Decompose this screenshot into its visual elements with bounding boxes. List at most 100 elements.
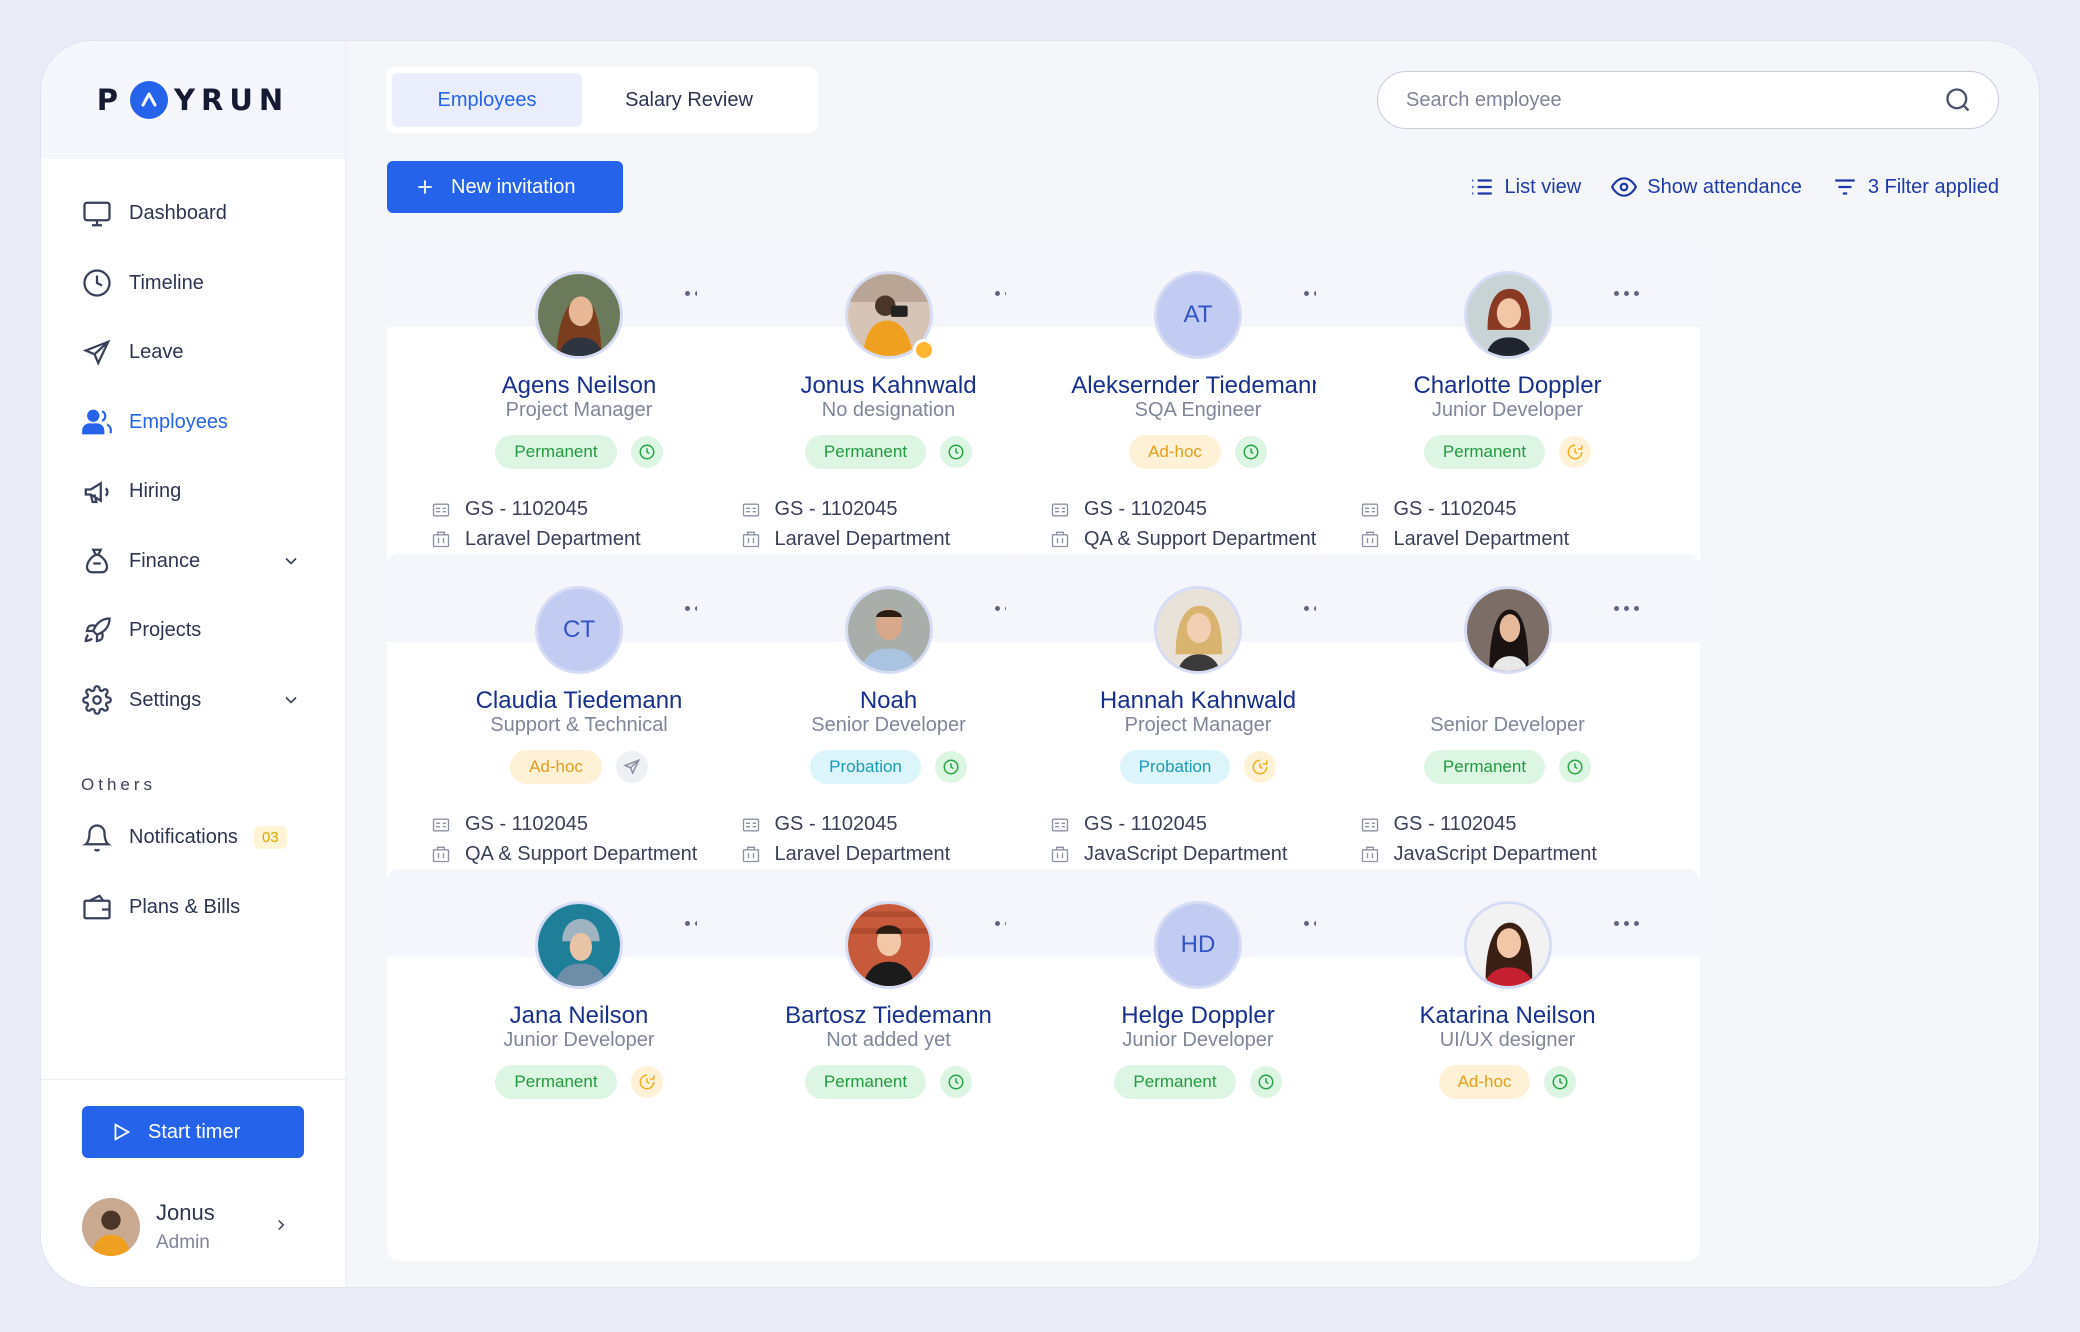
employee-grid: Agens Neilson Project Manager Permanent … <box>387 239 2003 1287</box>
id-card-icon <box>432 503 450 517</box>
eye-icon <box>1611 177 1638 197</box>
employee-card[interactable]: Katarina Neilson UI/UX designer Ad-hoc <box>1315 869 1700 1261</box>
new-invitation-label: New invitation <box>451 175 576 198</box>
employee-tags: Probation <box>697 750 1081 784</box>
employee-department: Laravel Department <box>465 527 641 550</box>
employee-tags: Ad-hoc <box>387 750 771 784</box>
department-row: Laravel Department <box>741 525 951 555</box>
employee-designation: Project Manager <box>505 399 653 421</box>
sidebar-item-plans-bills[interactable]: Plans & Bills <box>41 873 345 943</box>
status-icon <box>1559 751 1592 783</box>
sidebar-item-employees[interactable]: Employees <box>41 388 345 458</box>
employee-department: Laravel Department <box>774 527 951 550</box>
filter-button[interactable]: 3 Filter applied <box>1832 165 1999 209</box>
avatar-initials: AT <box>1183 301 1213 328</box>
sidebar-item-leave[interactable]: Leave <box>41 318 345 388</box>
list-view-button[interactable]: List view <box>1469 165 1581 209</box>
chevron-down-icon[interactable] <box>281 551 301 571</box>
employee-designation: Junior Developer <box>503 1029 655 1051</box>
monitor-icon <box>81 198 113 230</box>
employee-id: GS - 1102045 <box>774 813 898 836</box>
employee-name[interactable]: Aleksernder Tiedemann <box>1071 372 1325 399</box>
more-options-icon[interactable] <box>1613 921 1644 929</box>
employee-name[interactable]: Claudia Tiedemann <box>475 687 683 714</box>
avatar <box>844 901 933 989</box>
current-user[interactable]: Jonus Admin <box>82 1198 322 1256</box>
employee-name[interactable]: Jonus Kahnwald <box>800 372 977 399</box>
employee-id-row: GS - 1102045 <box>741 810 951 840</box>
employee-designation: Support & Technical <box>490 714 668 736</box>
chevron-down-icon[interactable] <box>281 690 301 710</box>
department-row: Laravel Department <box>431 525 641 555</box>
employee-designation: Junior Developer <box>1122 1029 1274 1051</box>
logo[interactable]: P YRUN <box>97 81 289 119</box>
status-icon <box>1244 751 1277 783</box>
wallet-icon <box>81 891 113 923</box>
sidebar-item-hiring[interactable]: Hiring <box>41 457 345 527</box>
more-options-icon[interactable] <box>1613 291 1644 299</box>
tab-salary-review[interactable]: Salary Review <box>625 88 753 111</box>
employee-id-row: GS - 1102045 <box>431 810 697 840</box>
sidebar-item-dashboard[interactable]: Dashboard <box>41 179 345 249</box>
employee-name[interactable]: Charlotte Doppler <box>1413 372 1602 399</box>
show-attendance-button[interactable]: Show attendance <box>1611 165 1802 209</box>
sidebar-footer: Start timer Jonus Admin <box>41 1079 346 1287</box>
employee-name[interactable]: Katarina Neilson <box>1419 1002 1596 1029</box>
employee-designation: SQA Engineer <box>1134 399 1262 421</box>
rocket-icon <box>81 615 113 647</box>
employee-name[interactable]: Jana Neilson <box>509 1002 649 1029</box>
search-input[interactable] <box>1406 88 1944 112</box>
search-icon[interactable] <box>1944 86 1972 114</box>
employee-name[interactable]: Bartosz Tiedemann <box>785 1002 992 1029</box>
avatar: CT <box>535 586 623 674</box>
sidebar-item-label: Notifications <box>129 826 238 849</box>
sidebar-item-projects[interactable]: Projects <box>41 596 345 666</box>
employment-type-badge: Permanent <box>1423 435 1546 469</box>
employment-type-badge: Permanent <box>495 1065 617 1099</box>
employee-name[interactable]: Helge Doppler <box>1121 1002 1275 1029</box>
filter-icon <box>1835 179 1855 195</box>
avatar: AT <box>1154 271 1242 359</box>
employee-tags: Ad-hoc <box>1006 435 1390 469</box>
avatar <box>1463 901 1552 989</box>
sidebar-item-timeline[interactable]: Timeline <box>41 249 345 319</box>
employee-name[interactable]: Noah <box>859 687 918 714</box>
megaphone-icon <box>81 476 113 508</box>
gear-icon <box>81 684 113 716</box>
employment-type-badge: Probation <box>1119 750 1231 784</box>
chevron-right-icon[interactable] <box>272 1216 290 1239</box>
employee-designation: No designation <box>821 399 956 421</box>
more-options-icon[interactable] <box>1613 606 1644 614</box>
employee-tags: Ad-hoc <box>1316 1065 1700 1099</box>
start-timer-button[interactable]: Start timer <box>82 1106 304 1158</box>
play-icon <box>114 1123 131 1141</box>
status-icon <box>630 436 663 468</box>
sidebar-item-notifications[interactable]: Notifications 03 <box>41 803 345 873</box>
employee-name[interactable]: Agens Neilson <box>501 372 657 399</box>
employee-department: QA & Support Department <box>465 842 698 865</box>
sidebar: P YRUN Dashboard Timeline Leave <box>41 41 346 1287</box>
employment-type-badge: Permanent <box>804 1065 927 1099</box>
employee-department: Laravel Department <box>1393 527 1570 550</box>
new-invitation-button[interactable]: New invitation <box>387 161 623 213</box>
sidebar-item-label: Settings <box>129 688 202 711</box>
sidebar-item-finance[interactable]: Finance <box>41 527 345 597</box>
building-icon <box>432 531 450 548</box>
employment-type-badge: Probation <box>810 750 921 784</box>
employee-department: JavaScript Department <box>1393 842 1597 865</box>
employee-tags: Permanent <box>1316 435 1700 469</box>
avatar <box>1463 586 1552 674</box>
search-box <box>1377 71 1999 129</box>
employee-id: GS - 1102045 <box>1084 813 1208 836</box>
status-icon <box>1234 436 1267 468</box>
view-toolbar: List view Show attendance 3 Filter appli… <box>1469 165 1999 209</box>
show-attendance-label: Show attendance <box>1647 175 1802 198</box>
plane-icon <box>81 337 113 369</box>
sidebar-item-label: Employees <box>129 410 228 433</box>
sidebar-item-settings[interactable]: Settings <box>41 666 345 736</box>
id-card-icon <box>1051 503 1069 517</box>
tab-employees[interactable]: Employees <box>392 73 582 127</box>
employee-id: GS - 1102045 <box>1084 498 1208 521</box>
employee-name[interactable]: Hannah Kahnwald <box>1099 687 1297 714</box>
app-frame: P YRUN Dashboard Timeline Leave <box>40 40 2040 1288</box>
